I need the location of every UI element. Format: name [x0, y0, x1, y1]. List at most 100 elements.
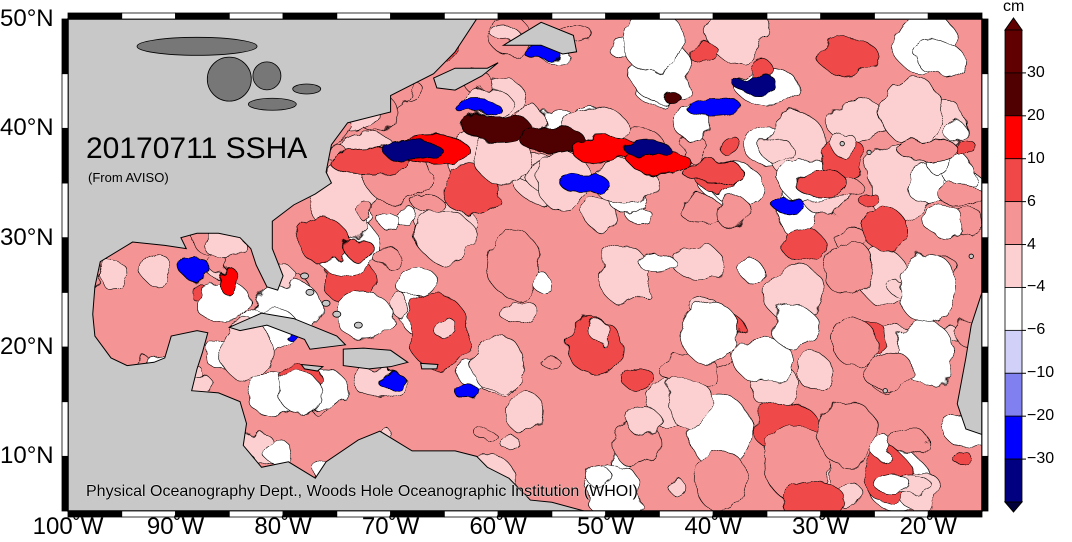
lat-frame-bar	[61, 346, 69, 403]
lat-frame-bar	[981, 73, 989, 129]
colorbar-level-label: 4	[1027, 235, 1036, 253]
colorbar-band	[1004, 329, 1023, 374]
colorbar-level-label: −30	[1027, 450, 1055, 468]
anomaly-patch	[863, 350, 914, 393]
great-lake	[252, 61, 282, 91]
newfoundland-land	[501, 21, 578, 55]
lon-frame-bar	[390, 12, 445, 20]
puerto-rico-land	[420, 362, 439, 370]
colorbar-band	[1004, 29, 1023, 74]
anomaly-patch	[780, 481, 847, 511]
anomaly-patch	[665, 378, 714, 429]
lon-frame-bar	[497, 12, 553, 20]
eddy	[661, 89, 679, 102]
lat-frame-bar	[981, 346, 989, 403]
anomaly-patch	[140, 251, 171, 286]
eddy	[733, 75, 779, 94]
colorbar-top-arrow	[1004, 17, 1023, 31]
anomaly-patch	[956, 139, 978, 159]
great-lake	[136, 36, 258, 56]
colorbar-band	[1004, 201, 1023, 245]
anomaly-patch	[796, 353, 833, 390]
lon-frame-bar	[443, 12, 499, 20]
lat-tick-label: 50°N	[0, 5, 54, 32]
anomaly-patch	[414, 194, 445, 215]
lat-frame-bar	[981, 18, 989, 75]
great-lake	[206, 56, 252, 102]
map-frame-ticks	[61, 12, 989, 518]
anomaly-patch	[922, 205, 965, 236]
hispaniola-land	[342, 347, 409, 370]
cuba-land	[227, 312, 347, 350]
anomaly-patch	[470, 334, 525, 393]
nova-scotia-land	[432, 62, 499, 91]
anomaly-patch	[880, 75, 942, 145]
anomaly-patch	[760, 137, 794, 163]
lon-tick-label: 60˚W	[469, 513, 527, 540]
anomaly-patch	[914, 41, 964, 75]
eddy	[684, 96, 742, 117]
lon-tick-label: 90˚W	[146, 513, 205, 540]
lon-frame-bar	[659, 12, 714, 20]
anomaly-patch	[219, 320, 275, 382]
lat-tick-label: 40°N	[0, 114, 54, 142]
anomaly-patch	[504, 391, 546, 434]
north-america-land	[68, 19, 585, 511]
anomaly-patch	[357, 202, 376, 222]
africa-land	[956, 19, 982, 435]
small-island	[321, 299, 331, 307]
colorbar-band	[1004, 158, 1023, 203]
anomaly-patch	[943, 119, 966, 143]
lon-tick-label: 20˚W	[899, 513, 957, 540]
lon-tick-label: 80˚W	[254, 513, 312, 540]
anomaly-patch	[780, 229, 827, 262]
eddy	[454, 98, 500, 115]
lat-frame-bar	[981, 182, 989, 239]
colorbar-level-label: 6	[1027, 192, 1036, 210]
anomaly-patch	[669, 478, 687, 497]
colorbar-band	[1004, 287, 1023, 331]
anomaly-patch	[586, 465, 612, 488]
anomaly-patch	[733, 336, 793, 383]
colorbar-unit: cm	[1003, 0, 1025, 15]
anomaly-patch	[395, 265, 438, 299]
small-island	[305, 288, 315, 296]
atlantic-island	[882, 388, 888, 394]
lat-frame-bar	[61, 455, 69, 512]
lon-tick-label: 70˚W	[361, 513, 420, 540]
colorbar-band	[1004, 415, 1023, 460]
lon-frame-bar	[551, 12, 607, 20]
lon-tick-label: 30˚W	[792, 513, 850, 540]
anomaly-patch	[434, 318, 460, 341]
small-island	[332, 310, 342, 318]
atlantic-island	[839, 141, 845, 147]
colorbar-band	[1004, 244, 1023, 288]
great-lake	[292, 83, 322, 95]
lon-tick-label: 40˚W	[684, 513, 742, 540]
atlantic-island	[968, 253, 974, 259]
anomaly-patch	[687, 42, 720, 63]
anomaly-patch	[831, 318, 877, 367]
anomaly-patch	[589, 319, 609, 343]
anomaly-patch	[769, 307, 821, 348]
anomaly-patch	[707, 19, 770, 64]
lat-frame-bar	[61, 18, 69, 75]
anomaly-patch	[541, 357, 562, 369]
eddy	[218, 266, 240, 296]
lon-tick-label: 50˚W	[576, 513, 635, 540]
lat-frame-bar	[61, 127, 69, 184]
anomaly-patch	[626, 404, 660, 437]
anomaly-patch	[622, 366, 655, 392]
map-plot-area	[68, 19, 982, 511]
anomaly-patch	[937, 181, 982, 206]
eddy	[453, 382, 479, 400]
anomaly-patch	[378, 212, 400, 230]
eddy	[182, 258, 212, 283]
anomaly-patch	[567, 318, 623, 376]
anomaly-patch	[597, 245, 651, 305]
anomaly-patch	[716, 133, 740, 155]
anomaly-patch	[740, 258, 764, 283]
great-lake	[247, 97, 297, 111]
lat-frame-bar	[61, 291, 69, 348]
anomaly-patch	[475, 427, 495, 441]
